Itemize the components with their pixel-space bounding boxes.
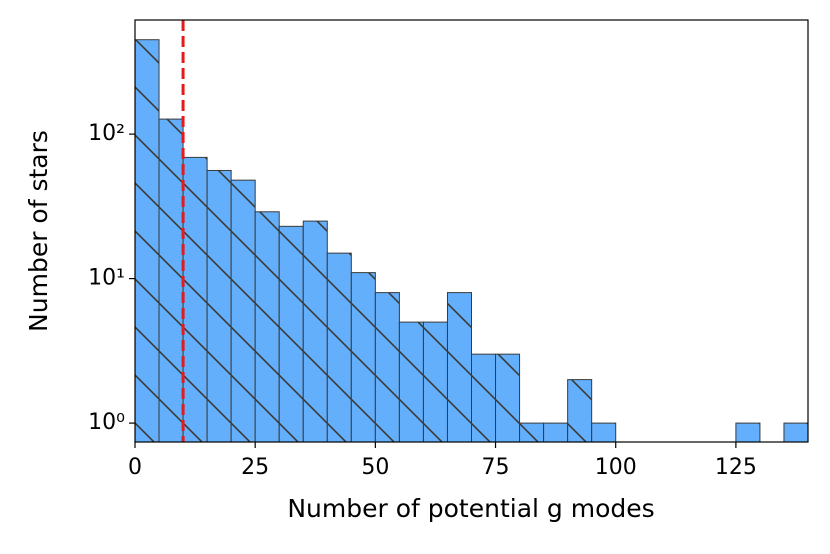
x-tick-label: 75 [482, 455, 510, 480]
bar-hatch [519, 423, 544, 442]
bar-hatch [303, 221, 328, 442]
y-tick-label: 10¹ [88, 266, 125, 291]
bar-hatch [543, 423, 568, 442]
x-tick-label: 50 [361, 455, 389, 480]
bar-hatch [135, 39, 160, 442]
bar-hatch [351, 272, 376, 442]
x-tick-label: 125 [715, 455, 757, 480]
axes-frame [134, 19, 809, 443]
bar-hatch [279, 226, 304, 442]
bar-hatch [735, 423, 760, 442]
x-tick-label: 25 [241, 455, 269, 480]
bar-hatch [399, 322, 424, 442]
y-axis-label: Number of stars [24, 130, 53, 332]
x-axis-label: Number of potential g modes [287, 494, 654, 523]
x-tick-label: 0 [128, 455, 142, 480]
bar-hatch [567, 379, 592, 442]
x-tick-label: 100 [595, 455, 637, 480]
bar-hatch [255, 211, 280, 442]
bar-hatch [447, 292, 472, 442]
bar-hatch [375, 292, 400, 442]
bar-hatch [783, 423, 808, 442]
bar-hatch [183, 157, 208, 442]
bar-hatch [231, 180, 256, 442]
bar-hatch [423, 322, 448, 442]
bar-hatch [591, 423, 616, 442]
y-tick-label: 10² [88, 121, 125, 146]
bar-hatch [159, 119, 184, 443]
bar-hatch [327, 253, 352, 442]
bar-hatch [471, 354, 496, 442]
bar-hatch [207, 170, 232, 442]
bar-hatch [495, 354, 520, 442]
y-tick-label: 10⁰ [88, 410, 125, 435]
